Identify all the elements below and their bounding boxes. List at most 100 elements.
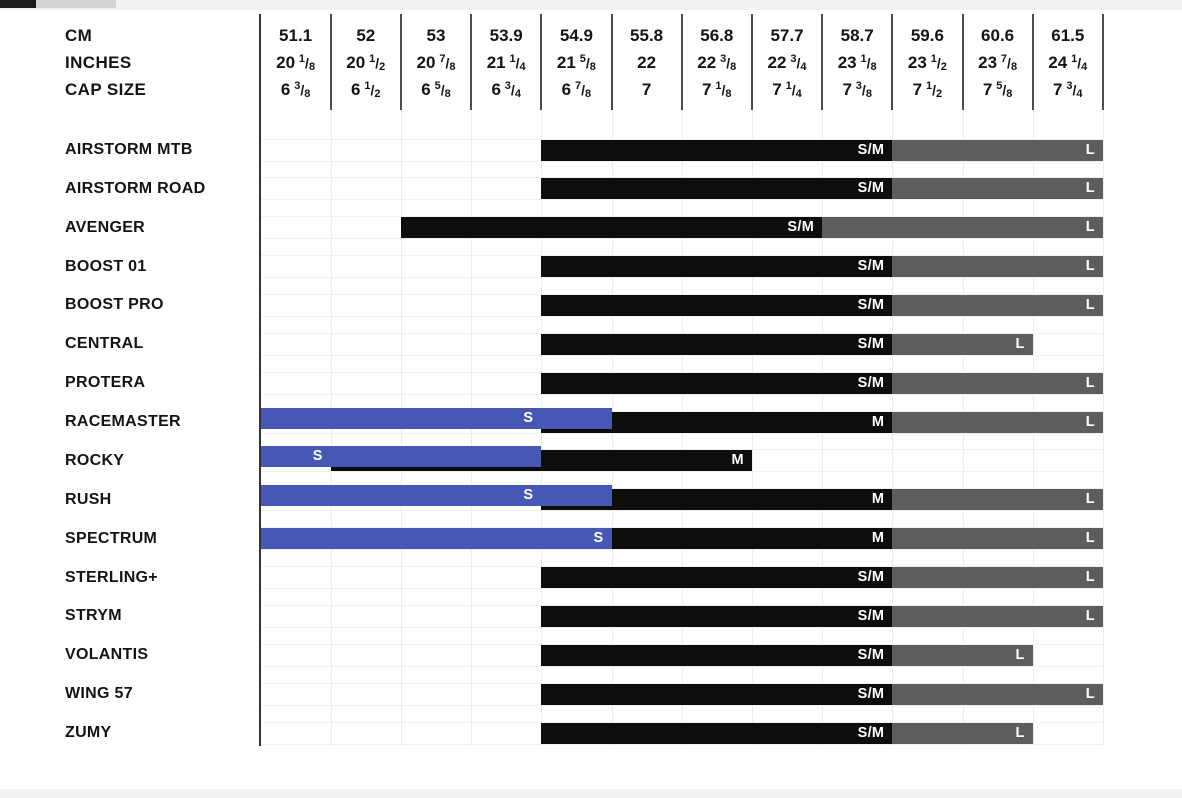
size-bar-l: L (892, 333, 1033, 355)
header-cm-value: 58.7 (840, 26, 874, 45)
fraction-numerator: 1 (926, 80, 933, 92)
model-label-rush: RUSH (65, 490, 112, 508)
header-column-separator (540, 14, 543, 110)
size-bar-s-m: S/M (541, 333, 893, 355)
bar-size-label: S/M (857, 374, 885, 391)
header-capsize-value: 7 3/4 (1033, 80, 1103, 100)
fraction-denominator: 4 (1076, 88, 1083, 100)
header-capsize-value: 6 3/8 (261, 80, 331, 100)
header-cm-value: 55.8 (630, 26, 664, 45)
size-bar-s: S (260, 446, 542, 468)
fraction-whole: 6 (561, 80, 572, 99)
fraction-numerator: 5 (579, 53, 586, 65)
fraction-denominator: 4 (519, 61, 526, 73)
bar-size-label: L (1085, 607, 1095, 624)
fraction-denominator: 4 (795, 88, 802, 100)
header-row-label-cm: CM (65, 26, 93, 45)
size-bar-l: L (892, 683, 1103, 705)
header-cm-value: 60.6 (981, 26, 1015, 45)
bar-size-label: S/M (857, 296, 885, 313)
header-cm-value: 53.9 (489, 26, 523, 45)
bar-size-label: L (1015, 335, 1025, 352)
bar-size-label: S/M (857, 685, 885, 702)
row-band (260, 682, 1103, 706)
fraction-whole: 6 (280, 80, 291, 99)
fraction-denominator: 8 (865, 88, 872, 100)
size-bar-s: S (260, 407, 612, 429)
size-bar-l: L (892, 644, 1033, 666)
fraction-denominator: 8 (304, 88, 311, 100)
page-top-corner-artifact (0, 0, 36, 8)
fraction-part: 7/8 (1000, 53, 1018, 73)
page-top-edge (0, 0, 1182, 10)
fraction-part: 5/8 (434, 80, 451, 100)
bar-size-label: S/M (857, 646, 885, 663)
chart-left-axis-line (259, 14, 261, 746)
bar-size-label: L (1085, 413, 1095, 430)
fraction-part: 1/2 (930, 53, 947, 73)
header-capsize-value: 6 3/4 (471, 80, 541, 100)
fraction-whole: 20 (346, 53, 366, 72)
size-bar-m: M (611, 528, 893, 550)
fraction-whole: 20 (276, 53, 296, 72)
header-cm-value: 61.5 (1051, 26, 1085, 45)
bar-size-label: S/M (857, 335, 885, 352)
size-bar-s-m: S/M (541, 372, 893, 394)
row-band (260, 566, 1103, 590)
fraction-denominator: 2 (936, 88, 943, 100)
fraction-numerator: 3 (720, 53, 727, 65)
fraction-whole: 7 (842, 80, 852, 99)
header-column-separator (399, 14, 402, 110)
header-cm-value: 56.8 (700, 26, 734, 45)
model-label-boost-pro: BOOST PRO (65, 296, 164, 314)
fraction-numerator: 1 (860, 53, 867, 65)
fraction-whole: 23 (907, 53, 927, 72)
bar-size-label: M (871, 491, 885, 508)
header-column-separator (961, 14, 964, 110)
fraction-numerator: 7 (439, 53, 446, 65)
bar-size-label: S/M (857, 724, 885, 741)
fraction-denominator: 8 (1010, 61, 1018, 73)
bar-size-label: S/M (787, 219, 815, 236)
model-label-zumy: ZUMY (65, 724, 112, 742)
model-label-protera: PROTERA (65, 374, 146, 392)
header-cm-value: 52 (356, 26, 376, 45)
fraction-numerator: 1 (364, 80, 371, 92)
page-top-corner-artifact-light (36, 0, 116, 8)
fraction-numerator: 3 (855, 80, 862, 92)
bar-size-label: L (1085, 258, 1095, 275)
fraction-denominator: 2 (374, 88, 381, 100)
row-band (260, 371, 1103, 395)
fraction-part: 1/2 (364, 80, 381, 100)
row-band (260, 332, 1103, 356)
fraction-whole: 7 (772, 80, 782, 99)
fraction-numerator: 3 (1066, 80, 1073, 92)
fraction-numerator: 1 (1071, 53, 1078, 65)
header-capsize-value: 7 1/2 (892, 80, 962, 100)
header-capsize-value: 7 5/8 (963, 80, 1033, 100)
fraction-whole: 7 (641, 80, 652, 99)
fraction-numerator: 3 (504, 80, 511, 92)
header-inches-value: 24 1/4 (1033, 53, 1103, 73)
row-band (260, 293, 1103, 317)
model-label-volantis: VOLANTIS (65, 646, 149, 664)
model-label-central: CENTRAL (65, 335, 144, 353)
size-bar-l: L (892, 489, 1103, 511)
fraction-part: 3/8 (294, 80, 311, 100)
fraction-part: 7/8 (439, 53, 456, 73)
header-column-separator (1101, 14, 1104, 110)
header-column-separator (470, 14, 473, 110)
bar-size-label: M (871, 530, 885, 547)
fraction-whole: 20 (416, 53, 436, 72)
fraction-whole: 22 (637, 53, 657, 72)
header-cm-value: 59.6 (910, 26, 944, 45)
fraction-numerator: 5 (434, 80, 441, 92)
fraction-denominator: 8 (730, 61, 737, 73)
fraction-part: 1/4 (1071, 53, 1088, 73)
row-band (260, 643, 1103, 667)
fraction-part: 1/4 (785, 80, 802, 100)
bar-size-label: S (312, 448, 323, 465)
row-band (260, 177, 1103, 201)
bar-size-label: L (1085, 491, 1095, 508)
size-bar-s-m: S/M (541, 722, 893, 744)
